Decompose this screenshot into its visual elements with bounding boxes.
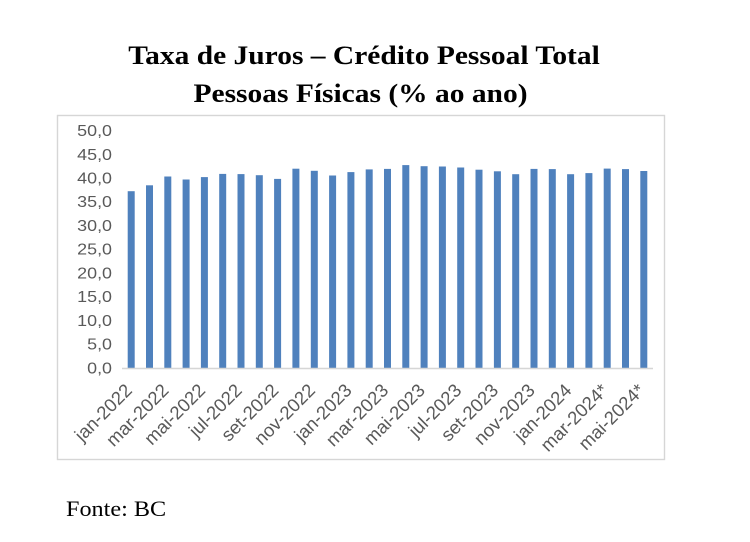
svg-text:Fonte: BC: Fonte: BC	[66, 497, 166, 522]
svg-text:30,0: 30,0	[77, 217, 112, 235]
svg-text:Pessoas Físicas (% ao ano): Pessoas Físicas (% ao ano)	[193, 79, 527, 108]
svg-text:20,0: 20,0	[77, 264, 112, 282]
svg-text:15,0: 15,0	[77, 288, 112, 306]
svg-text:25,0: 25,0	[77, 241, 112, 259]
svg-text:0,0: 0,0	[87, 359, 112, 377]
svg-text:5,0: 5,0	[87, 335, 112, 353]
svg-text:45,0: 45,0	[77, 146, 112, 164]
svg-text:50,0: 50,0	[77, 122, 112, 140]
svg-text:10,0: 10,0	[77, 312, 112, 330]
svg-text:Taxa de Juros – Crédito Pessoa: Taxa de Juros – Crédito Pessoal Total	[128, 41, 600, 70]
svg-text:35,0: 35,0	[77, 193, 112, 211]
svg-text:40,0: 40,0	[77, 169, 112, 187]
